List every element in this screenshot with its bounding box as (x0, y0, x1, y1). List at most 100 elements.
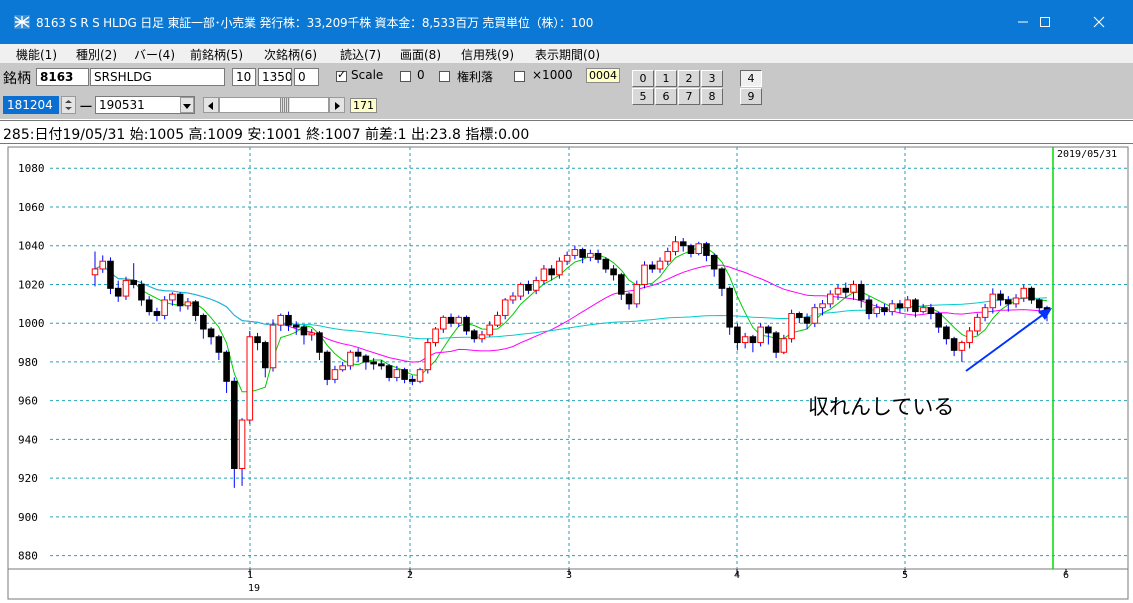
maximize-button[interactable] (1019, 0, 1071, 44)
x-tick-label: 5 (902, 570, 908, 581)
num-button-1[interactable]: 1 (655, 70, 677, 87)
candle-body-down (138, 283, 145, 301)
candle-body-down (997, 293, 1004, 301)
scroll-right-button[interactable] (329, 97, 345, 113)
y-tick-label: 960 (18, 395, 38, 408)
candle-body-up (331, 369, 339, 380)
candle-body-up (161, 299, 168, 316)
menu-item-screen[interactable]: 画面(8) (400, 48, 441, 62)
x-subtick-label: 19 (248, 583, 260, 594)
candle-body-up (122, 280, 130, 297)
kenri-checkbox[interactable] (439, 71, 450, 82)
menu-item-kinou[interactable]: 機能(1) (16, 48, 57, 62)
menu-item-credit[interactable]: 信用残(9) (461, 48, 514, 62)
scroll-left-button[interactable] (203, 97, 219, 113)
candle-body-down (401, 369, 408, 380)
num-button-4[interactable]: 4 (740, 70, 762, 87)
period-scrollbar[interactable] (219, 97, 329, 113)
candle-body-down (618, 274, 625, 295)
candle-body-down (378, 363, 385, 367)
param-field-b[interactable]: 1350 (258, 68, 292, 86)
menu-item-period[interactable]: 表示期間(0) (535, 48, 600, 62)
candle-body-up (656, 260, 664, 270)
y-tick-label: 1000 (18, 317, 45, 330)
candle-body-up (587, 252, 594, 258)
menu-item-load[interactable]: 読込(7) (340, 48, 381, 62)
close-button[interactable] (1073, 0, 1125, 44)
date-marker-label: 2019/05/31 (1057, 149, 1117, 160)
candle-body-down (687, 245, 695, 254)
stock-name-field[interactable]: SRSHLDG (90, 68, 225, 86)
candle-body-up (904, 299, 911, 309)
candle-body-up (501, 299, 509, 316)
to-date-dropdown-button[interactable] (180, 97, 194, 113)
menu-item-shubetsu[interactable]: 種別(2) (76, 48, 117, 62)
minimize-icon (1018, 21, 1028, 23)
menu-item-prev-stock[interactable]: 前銘柄(5) (190, 48, 243, 62)
candle-body-down (153, 311, 161, 316)
candle-body-up (958, 342, 966, 351)
candle-body-up (455, 316, 463, 324)
candle-body-down (525, 283, 532, 291)
num-button-7[interactable]: 7 (678, 88, 700, 105)
x-tick-label: 6 (1063, 570, 1069, 581)
candle-body-up (741, 336, 749, 344)
num-button-5[interactable]: 5 (632, 88, 654, 105)
num-button-6[interactable]: 6 (655, 88, 677, 105)
title-bar[interactable]: 8163 S R S HLDG 日足 東証一部･小売業 発行株：33,209千株… (0, 0, 1133, 44)
candle-body-up (819, 303, 826, 309)
num-button-0[interactable]: 0 (632, 70, 654, 87)
candle-body-up (517, 283, 524, 297)
menu-item-next-stock[interactable]: 次銘柄(6) (264, 48, 317, 62)
candle-body-down (679, 241, 687, 247)
x1000-label: ×1000 (532, 68, 573, 82)
chart-plot-area (7, 146, 1129, 600)
num-button-8[interactable]: 8 (701, 88, 723, 105)
x1000-checkbox[interactable] (514, 71, 525, 82)
candle-body-up (850, 283, 857, 293)
minimize-button[interactable] (997, 0, 1049, 44)
spinner-icon (65, 100, 72, 110)
zero-checkbox[interactable] (400, 71, 411, 82)
param-field-a[interactable]: 10 (232, 68, 256, 86)
candle-body-down (300, 326, 308, 336)
menu-item-bar[interactable]: バー(4) (134, 48, 175, 62)
candle-body-up (269, 324, 277, 369)
candle-body-down (602, 258, 610, 270)
kenri-label: 権利落 (457, 70, 494, 84)
candle-body-up (780, 338, 788, 353)
ma-short-line (94, 246, 1048, 393)
candle-body-down (176, 293, 184, 307)
candle-body-down (316, 332, 323, 353)
annotation-arrow (965, 310, 1049, 372)
candle-body-up (888, 303, 896, 313)
candle-body-down (463, 316, 470, 332)
candle-body-down (470, 330, 478, 340)
candle-body-up (563, 254, 571, 262)
ohlc-info-text: 285:日付19/05/31 始:1005 高:1009 安:1001 終:10… (3, 127, 530, 143)
candle-body-down (950, 338, 958, 351)
num-button-2[interactable]: 2 (678, 70, 700, 87)
candle-body-up (811, 307, 819, 324)
candle-body-down (215, 336, 223, 353)
candle-body-down (261, 342, 269, 369)
scale-checkbox[interactable] (336, 68, 347, 82)
scrollbar-thumb[interactable] (280, 98, 290, 112)
param-field-c[interactable]: 0 (294, 68, 319, 86)
num-button-3[interactable]: 3 (701, 70, 723, 87)
candle-body-up (981, 307, 989, 318)
candlestick-chart[interactable]: 880 900 920 940 960 980 1000 1020 1040 1060 1080 1… (0, 145, 1133, 603)
app-icon (14, 15, 30, 29)
candle-body-up (416, 369, 424, 382)
from-date-field[interactable]: 181204 (3, 96, 59, 114)
ma-long-line (94, 264, 1048, 340)
candle-body-up (672, 241, 679, 253)
candle-body-up (509, 295, 517, 301)
stock-code-field[interactable]: 8163 (36, 68, 89, 86)
stock-label: 銘柄 (3, 71, 31, 87)
from-date-spinner[interactable] (61, 96, 76, 114)
y-tick-label: 880 (18, 550, 38, 563)
num-button-9[interactable]: 9 (740, 88, 762, 105)
candle-body-down (927, 307, 935, 315)
to-date-select[interactable]: 190531 (95, 96, 195, 114)
